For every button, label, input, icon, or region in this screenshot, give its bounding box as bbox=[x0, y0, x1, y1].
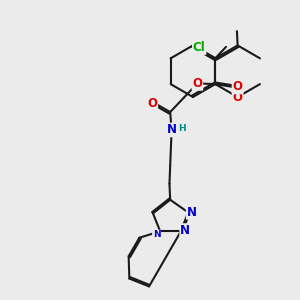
Text: H: H bbox=[178, 124, 185, 133]
Text: O: O bbox=[232, 91, 243, 103]
Text: O: O bbox=[192, 77, 203, 90]
Text: N: N bbox=[153, 230, 160, 239]
Text: N: N bbox=[187, 206, 197, 219]
Text: N: N bbox=[180, 224, 190, 237]
Text: O: O bbox=[147, 97, 157, 110]
Text: O: O bbox=[232, 80, 242, 94]
Text: N: N bbox=[167, 123, 177, 136]
Text: Cl: Cl bbox=[193, 41, 206, 54]
